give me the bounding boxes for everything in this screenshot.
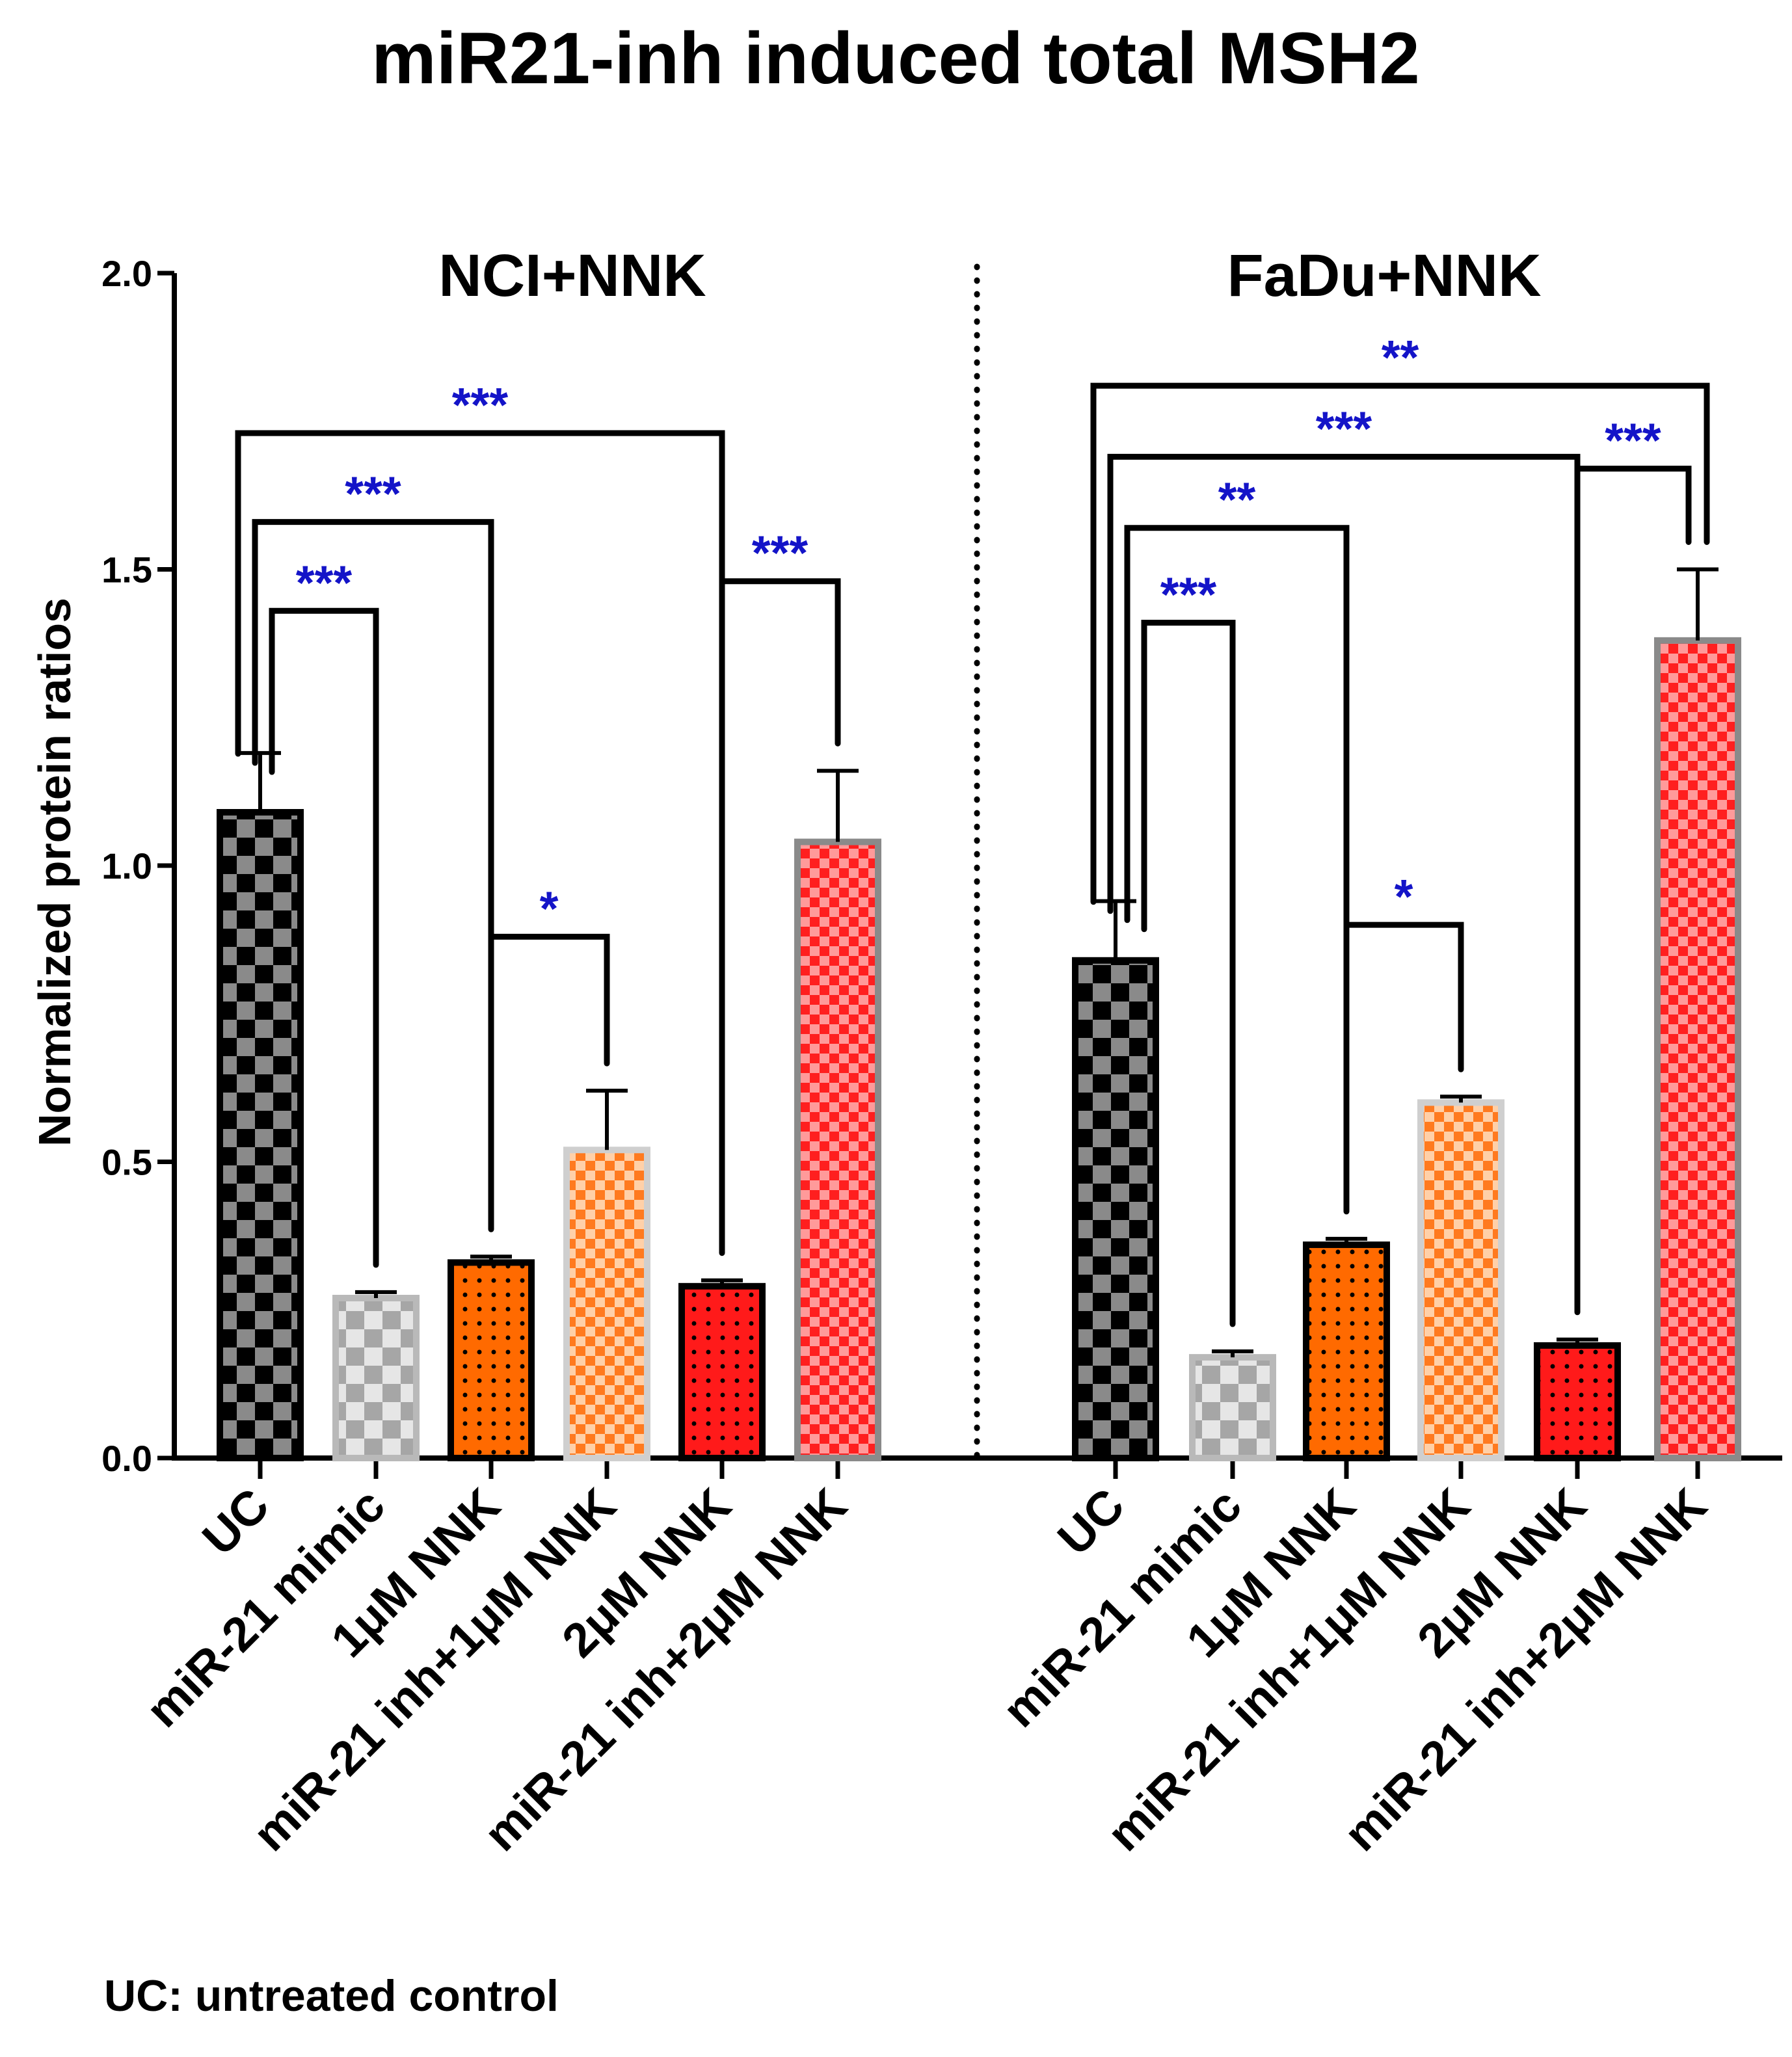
significance-stars: * xyxy=(1395,869,1413,923)
x-tick-label: UC xyxy=(1047,1478,1134,1565)
significance-bracket xyxy=(269,607,379,1268)
significance-bracket xyxy=(488,933,610,1207)
chart-title: miR21-inh induced total MSH2 xyxy=(371,18,1420,99)
significance-stars: ** xyxy=(1382,330,1419,384)
significance-stars: *** xyxy=(345,467,401,521)
significance-stars: ** xyxy=(1218,473,1256,527)
footnote: UC: untreated control xyxy=(104,1971,559,2021)
bars xyxy=(217,567,1741,1462)
significance-bracket xyxy=(1141,619,1236,1327)
bar xyxy=(1654,637,1741,1462)
significance-bracket xyxy=(719,578,841,1231)
x-tick-label: UC xyxy=(192,1478,279,1565)
significance-stars: * xyxy=(540,881,559,935)
y-tick-label: 2.0 xyxy=(101,253,152,294)
bar xyxy=(1417,1099,1504,1461)
significance-bracket xyxy=(1124,525,1350,1215)
significance-stars: *** xyxy=(296,555,353,609)
y-tick-label: 0.0 xyxy=(101,1438,152,1479)
bar xyxy=(332,1295,420,1462)
bar xyxy=(1303,1241,1390,1462)
bar xyxy=(1072,957,1159,1461)
significance-stars: *** xyxy=(1316,401,1372,455)
bar xyxy=(678,1282,766,1462)
bar xyxy=(1189,1354,1276,1461)
significance-stars: *** xyxy=(1605,414,1661,468)
panel-title: NCI+NNK xyxy=(438,243,706,309)
significance-stars: *** xyxy=(1160,567,1217,621)
significance-bracket xyxy=(252,519,494,1232)
bar xyxy=(563,1147,650,1462)
significance-stars: *** xyxy=(452,378,509,432)
y-tick-label: 0.5 xyxy=(101,1142,152,1183)
bar xyxy=(448,1259,535,1461)
significance-brackets: *************************** xyxy=(235,330,1710,1327)
y-axis-label: Normalized protein ratios xyxy=(29,598,80,1147)
bar xyxy=(217,809,304,1461)
significance-bracket xyxy=(1090,382,1710,905)
panel-title: FaDu+NNK xyxy=(1227,243,1541,309)
bar xyxy=(1534,1342,1621,1461)
axes xyxy=(157,263,1782,1479)
significance-bracket xyxy=(1574,466,1692,1290)
significance-stars: *** xyxy=(752,526,809,580)
bar xyxy=(794,838,881,1462)
significance-bracket xyxy=(1343,922,1464,1189)
y-tick-label: 1.5 xyxy=(101,550,152,591)
y-tick-label: 1.0 xyxy=(101,845,152,886)
